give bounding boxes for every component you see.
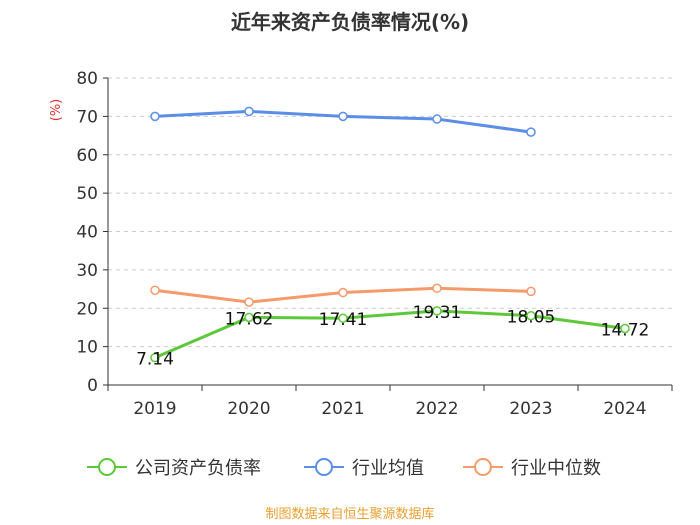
data-label: 14.72 <box>601 321 650 341</box>
data-label: 19.31 <box>413 303 462 323</box>
data-point <box>244 312 254 323</box>
legend-swatch-marker <box>315 458 333 476</box>
data-point <box>526 286 536 297</box>
legend-label: 公司资产负债率 <box>135 458 261 479</box>
data-point <box>244 106 254 117</box>
data-point <box>150 352 160 363</box>
data-point <box>150 285 160 295</box>
y-tick-label: 80 <box>76 69 98 89</box>
x-tick-label: 2019 <box>133 399 176 419</box>
data-labels: 7.14 17.62 17.41 19.31 18.05 14.72 <box>136 303 649 370</box>
data-point <box>432 283 442 294</box>
data-label: 17.62 <box>225 309 274 329</box>
legend: 公司资产负债率 行业均值 行业中位数 <box>87 458 601 479</box>
x-tick-label: 2023 <box>509 399 552 419</box>
y-tick-label: 60 <box>76 146 98 166</box>
y-tick-label: 50 <box>76 184 98 204</box>
data-point <box>526 127 536 137</box>
legend-swatch-marker <box>98 458 116 476</box>
chart-title: 近年来资产负债率情况(%) <box>230 10 470 34</box>
y-tick-label: 70 <box>76 107 98 127</box>
data-point <box>338 111 348 122</box>
data-point <box>338 287 348 298</box>
x-tick-label: 2022 <box>415 399 458 419</box>
legend-swatch-marker <box>474 458 492 476</box>
y-tick-label: 40 <box>76 223 98 243</box>
series-line <box>154 309 626 359</box>
series-lines <box>150 106 630 363</box>
legend-label: 行业均值 <box>352 458 424 479</box>
x-tick-label: 2020 <box>227 399 270 419</box>
source-note: 制图数据来自恒生聚源数据库 <box>265 507 435 522</box>
legend-label: 行业中位数 <box>511 458 601 479</box>
y-tick-label: 30 <box>76 261 98 281</box>
data-point <box>432 114 442 124</box>
data-point <box>244 297 254 307</box>
data-point <box>338 313 348 323</box>
data-point <box>620 323 630 334</box>
y-tick-label: 10 <box>76 338 98 358</box>
data-point <box>526 310 536 321</box>
data-label: 17.41 <box>319 310 368 330</box>
data-point <box>150 111 160 122</box>
x-tick-label: 2021 <box>321 399 364 419</box>
data-label: 7.14 <box>136 350 174 370</box>
data-point <box>432 306 442 316</box>
data-label: 18.05 <box>507 308 556 328</box>
axes: 0 10 20 30 40 50 60 70 80 2019 2020 2021 2022 2023 202… <box>76 69 673 419</box>
y-tick-label: 0 <box>87 376 98 396</box>
y-axis-label: (%) <box>49 99 64 122</box>
y-tick-label: 20 <box>76 299 98 319</box>
x-tick-label: 2024 <box>603 399 646 419</box>
